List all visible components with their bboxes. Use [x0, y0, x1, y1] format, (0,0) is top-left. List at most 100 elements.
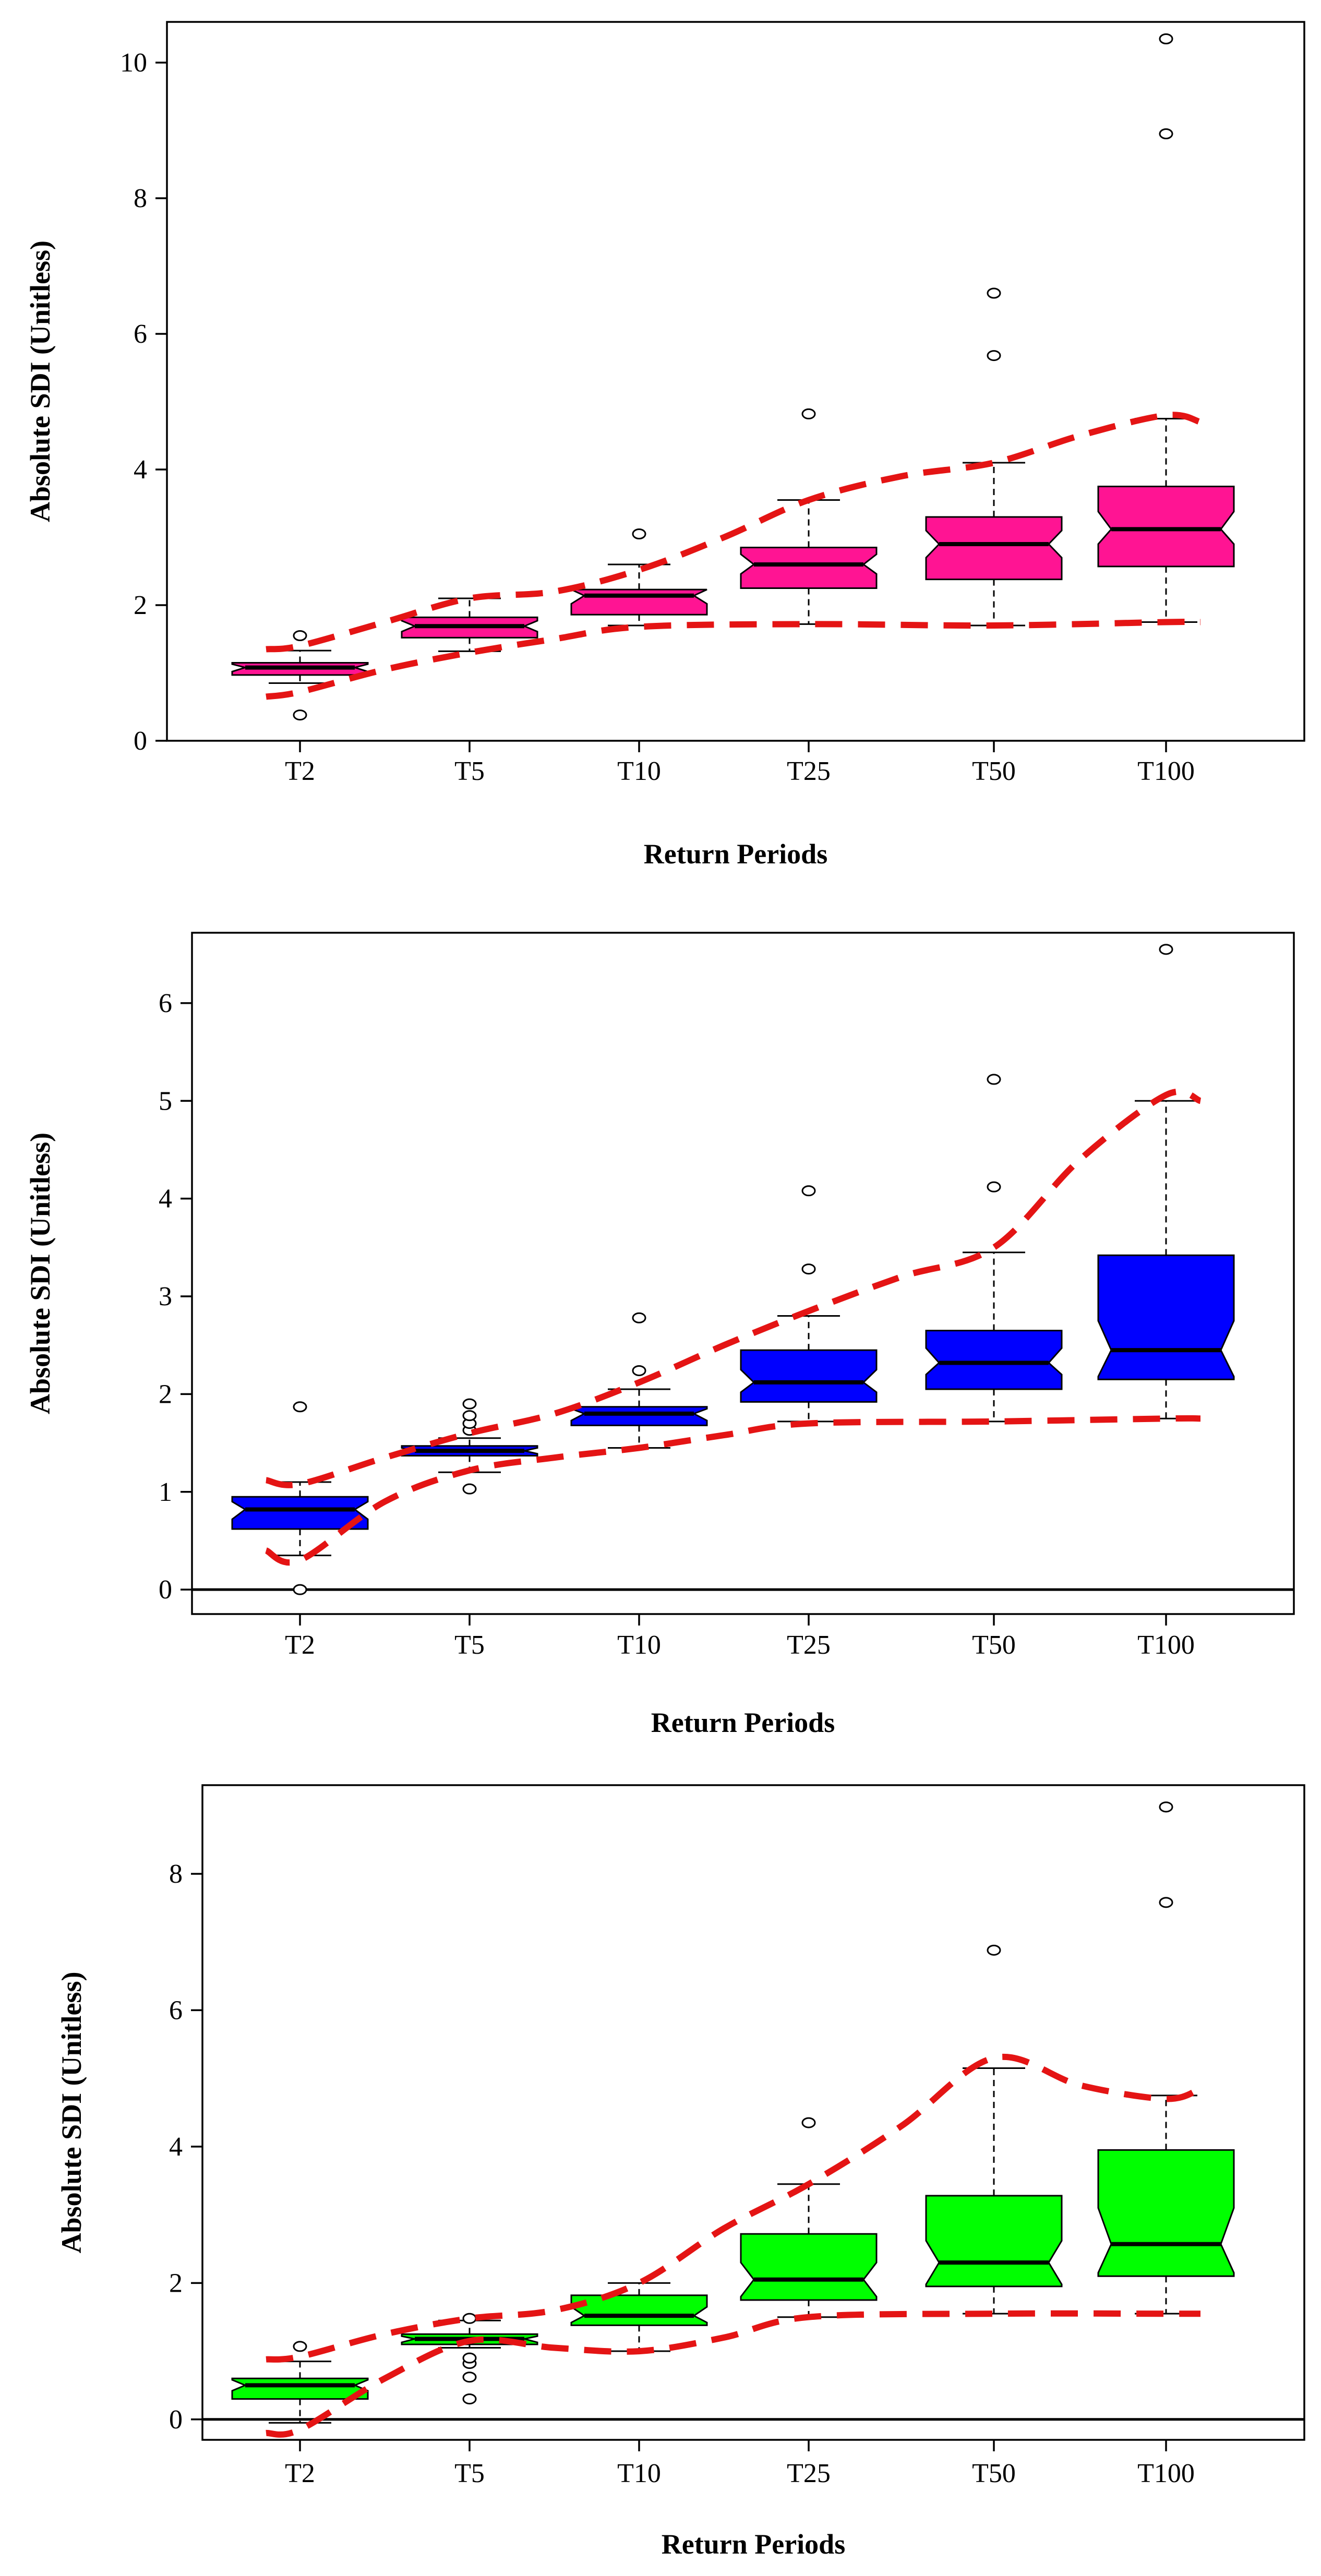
outlier-point: [987, 1074, 1001, 1085]
x-tick-label: T100: [1137, 2459, 1195, 2488]
outlier-point: [462, 1483, 477, 1495]
outlier-point: [462, 2352, 477, 2364]
box-T2: [231, 630, 369, 721]
x-tick-label: T2: [285, 1630, 315, 1660]
y-tick-label: 4: [134, 455, 147, 485]
outlier-point: [987, 1944, 1001, 1956]
x-axis-label: Return Periods: [651, 1707, 835, 1738]
y-tick-label: 2: [134, 591, 147, 620]
upper-envelope-curve: [266, 2053, 1202, 2363]
upper-envelope-curve: [265, 1088, 1202, 1488]
box-T25: [740, 2117, 878, 2318]
x-tick-label: T50: [972, 2459, 1016, 2488]
x-tick-label: T100: [1137, 1630, 1195, 1660]
panel-2: 0 1 2 3 4 5 6 T2 T5 T10 T25 T50 T100 Return Periods Ab…: [25, 932, 1295, 1738]
x-tick-label: T50: [972, 1630, 1016, 1660]
outlier-point: [293, 1584, 307, 1595]
box-body: [231, 1496, 369, 1530]
outlier-point: [293, 2341, 307, 2352]
outlier-point: [462, 1410, 477, 1422]
y-tick-label: 6: [169, 1995, 183, 2025]
box-T25: [740, 408, 878, 625]
box-body: [740, 2233, 878, 2301]
y-tick-label: 5: [159, 1086, 172, 1116]
y-axis-label: Absolute SDI (Unitless): [25, 1133, 56, 1414]
outlier-point: [1159, 944, 1173, 955]
outlier-point: [293, 1401, 307, 1413]
y-axis-label: Absolute SDI (Unitless): [25, 240, 56, 522]
box-body: [740, 1349, 878, 1403]
box-body: [570, 588, 708, 616]
y-tick-label: 6: [134, 319, 147, 349]
box-body: [1097, 486, 1235, 568]
outlier-point: [1159, 1897, 1173, 1908]
box-T5: [401, 1398, 538, 1495]
outlier-point: [1159, 33, 1173, 44]
box-T100: [1097, 944, 1235, 1419]
box-body: [1097, 1254, 1235, 1380]
y-tick-label: 4: [159, 1184, 172, 1214]
x-tick-label: T10: [617, 1630, 661, 1660]
x-tick-label: T25: [787, 1630, 831, 1660]
outlier-point: [801, 408, 816, 419]
box-T2: [231, 1401, 369, 1595]
x-tick-label: T2: [285, 2459, 315, 2488]
outlier-point: [1159, 1801, 1173, 1813]
plot-frame: [191, 932, 1295, 1615]
outlier-point: [987, 287, 1001, 299]
panel-3: 0 2 4 6 8 T2 T5 T10 T25 T50 T100 Return Periods Abso…: [56, 1784, 1305, 2560]
x-tick-label: T5: [454, 756, 485, 786]
outlier-point: [293, 709, 307, 721]
y-tick-label: 1: [159, 1477, 172, 1507]
outlier-point: [632, 1312, 646, 1323]
x-tick-label: T10: [617, 756, 661, 786]
box-T50: [925, 1944, 1063, 2315]
x-tick-label: T2: [285, 756, 315, 786]
y-tick-label: 0: [169, 2405, 183, 2435]
lower-envelope-curve: [266, 2310, 1200, 2438]
box-body: [925, 516, 1063, 581]
outlier-point: [632, 1365, 646, 1376]
x-tick-label: T5: [454, 2459, 485, 2488]
box-T50: [925, 287, 1063, 627]
y-tick-label: 10: [120, 48, 147, 78]
upper-envelope-curve: [266, 412, 1202, 653]
box-body: [570, 1406, 708, 1426]
lower-envelope-curve: [266, 619, 1201, 700]
y-tick-label: 2: [159, 1379, 172, 1409]
x-axis-label: Return Periods: [662, 2529, 845, 2560]
box-T5: [401, 597, 538, 652]
y-tick-label: 0: [159, 1575, 172, 1605]
y-tick-label: 6: [159, 989, 172, 1018]
x-tick-label: T25: [787, 2459, 831, 2488]
x-tick-label: T5: [454, 1630, 485, 1660]
box-T10: [570, 1312, 708, 1449]
y-axis-label: Absolute SDI (Unitless): [56, 1971, 87, 2253]
box-T10: [570, 2282, 708, 2352]
box-T50: [925, 1074, 1063, 1423]
box-body: [925, 2195, 1063, 2288]
outlier-point: [293, 630, 307, 641]
box-T10: [570, 528, 708, 627]
y-tick-label: 4: [169, 2132, 183, 2162]
box-body: [740, 547, 878, 589]
box-T100: [1097, 1801, 1235, 2315]
box-T25: [740, 1185, 878, 1423]
y-tick-label: 0: [134, 726, 147, 756]
outlier-point: [801, 1263, 816, 1275]
box-T2: [231, 2341, 369, 2424]
outlier-point: [462, 1398, 477, 1410]
box-T100: [1097, 33, 1235, 623]
outlier-point: [462, 2393, 477, 2405]
panel-1: 0 2 4 6 8 10 T2 T5 T10 T25 T50 T100 Return Periods Ab…: [25, 21, 1305, 870]
x-tick-label: T10: [617, 2459, 661, 2488]
x-tick-label: T50: [972, 756, 1016, 786]
plot-frame: [166, 21, 1305, 742]
y-tick-label: 8: [169, 1859, 183, 1889]
x-axis-label: Return Periods: [644, 838, 827, 870]
y-tick-label: 2: [169, 2268, 183, 2298]
y-tick-label: 3: [159, 1282, 172, 1311]
outlier-point: [987, 350, 1001, 362]
outlier-point: [801, 2117, 816, 2128]
